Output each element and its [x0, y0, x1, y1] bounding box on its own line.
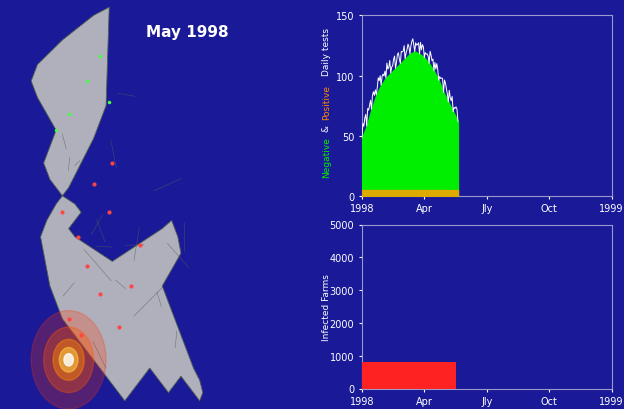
- Text: Positive: Positive: [323, 85, 331, 120]
- Text: &: &: [323, 121, 331, 135]
- Circle shape: [53, 339, 84, 380]
- Bar: [362, 362, 456, 389]
- Polygon shape: [31, 8, 203, 401]
- Circle shape: [59, 348, 78, 372]
- Text: Infected Farms: Infected Farms: [323, 273, 331, 340]
- Text: May 1998: May 1998: [146, 25, 228, 40]
- Text: Negative: Negative: [323, 136, 331, 177]
- Circle shape: [31, 311, 106, 409]
- Circle shape: [44, 327, 94, 393]
- Circle shape: [64, 354, 73, 366]
- Text: Daily tests: Daily tests: [323, 28, 331, 76]
